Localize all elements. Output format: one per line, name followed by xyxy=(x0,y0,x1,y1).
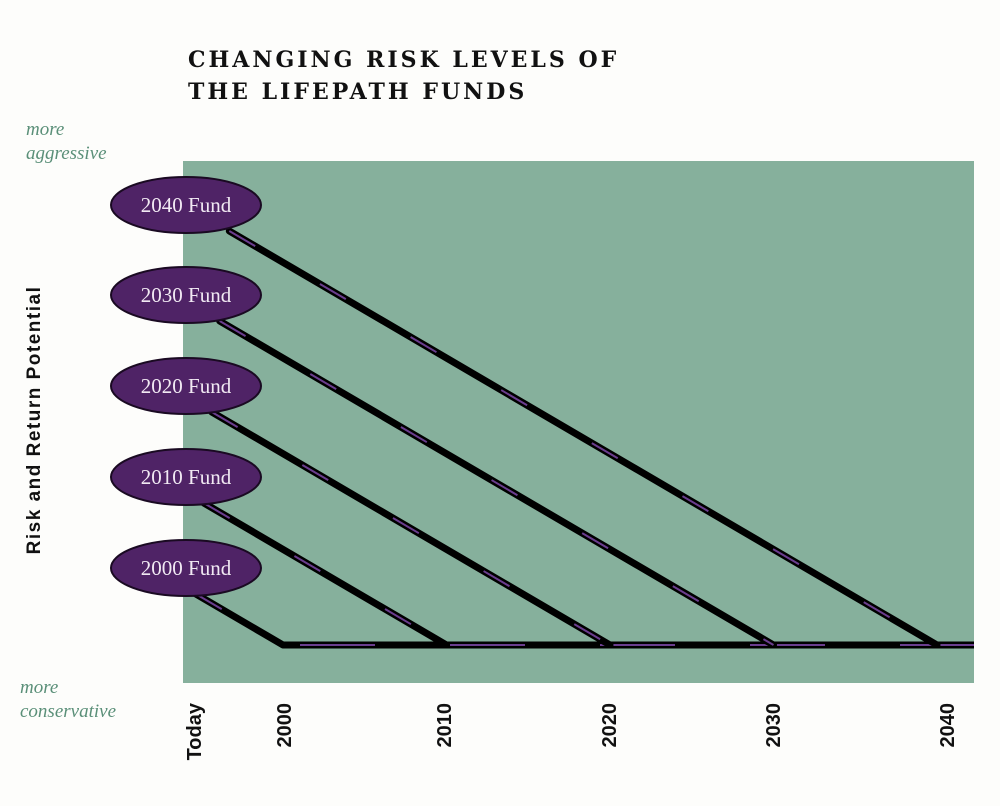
fund-oval-2010 xyxy=(110,448,262,506)
note-line: aggressive xyxy=(26,143,107,164)
fund-label-2000: 2000 Fund xyxy=(141,556,232,580)
fund-oval-2020 xyxy=(110,357,262,415)
x-tick-label: 2000 xyxy=(274,703,296,748)
fund-oval-2040 xyxy=(110,176,262,234)
glide-path-accent-2020 xyxy=(211,411,611,646)
title-line-1: CHANGING RISK LEVELS OF xyxy=(188,47,620,73)
fund-label-2010: 2010 Fund xyxy=(141,465,232,489)
note-line: more xyxy=(26,119,65,140)
x-tick-label: 2040 xyxy=(937,703,959,748)
more-conservative-label: more conservative xyxy=(20,676,116,724)
chart-title: CHANGING RISK LEVELS OF THE LIFEPATH FUN… xyxy=(188,44,619,108)
x-tick-label: Today xyxy=(184,702,206,760)
x-tick-label: 2030 xyxy=(763,703,785,748)
glide-path-accent-2030 xyxy=(219,320,775,646)
glide-path-2040 xyxy=(225,227,941,649)
fund-label-2030: 2030 Fund xyxy=(141,283,232,307)
chart-panel xyxy=(183,161,974,683)
note-line: conservative xyxy=(20,701,117,722)
fund-oval-2030 xyxy=(110,266,262,324)
more-aggressive-label: more aggressive xyxy=(26,118,107,166)
title-line-2: THE LIFEPATH FUNDS xyxy=(188,79,528,105)
glide-path-accent-2000 xyxy=(195,593,284,646)
fund-oval-2000 xyxy=(110,539,262,597)
y-axis-label: Risk and Return Potential xyxy=(24,286,45,555)
fund-label-2040: 2040 Fund xyxy=(141,193,232,217)
x-tick-label: 2020 xyxy=(599,703,621,748)
x-tick-label: 2010 xyxy=(434,703,456,748)
glide-path-accent-2010 xyxy=(203,502,448,646)
fund-label-2020: 2020 Fund xyxy=(141,374,232,398)
note-line: more xyxy=(20,677,59,698)
